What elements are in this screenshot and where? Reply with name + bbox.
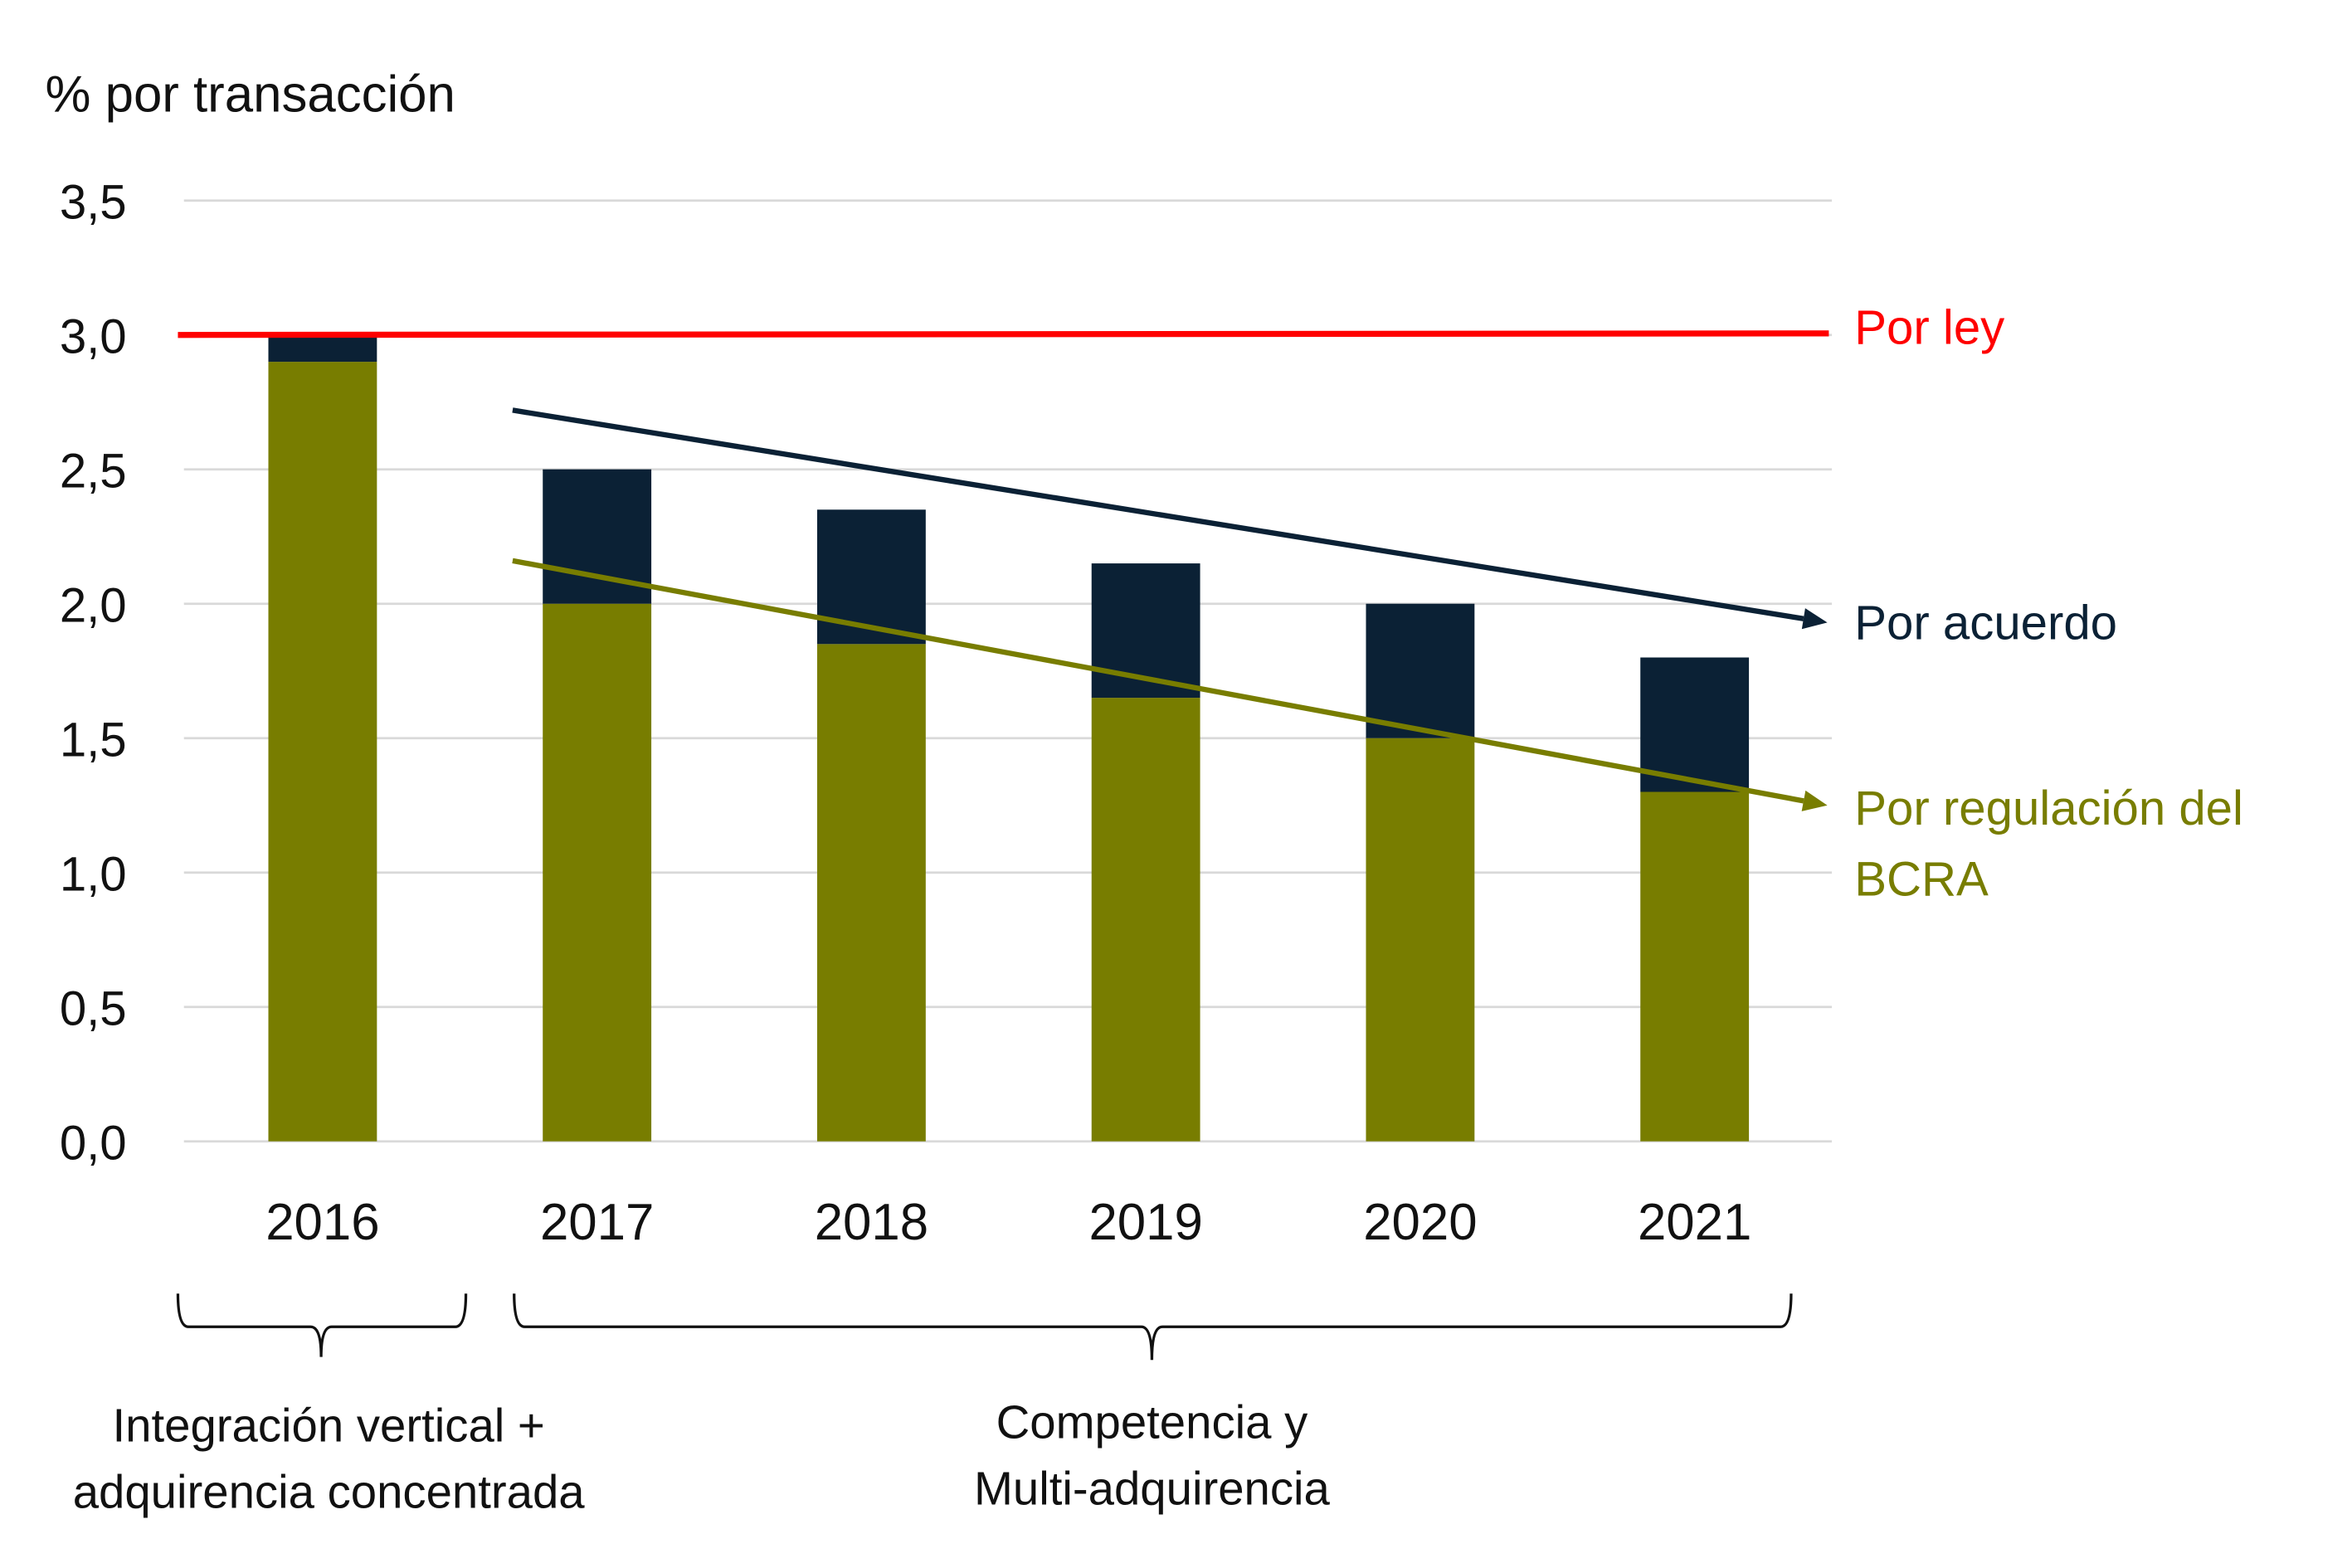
bar-segment-base	[816, 644, 926, 1142]
por-acuerdo-arrowhead	[1801, 608, 1828, 630]
y-tick-label: 3,5	[60, 176, 127, 230]
por-acuerdo-label: Por acuerdo	[1854, 597, 2117, 650]
x-tick-label: 2018	[815, 1194, 928, 1251]
x-tick-label: 2020	[1363, 1194, 1477, 1251]
y-tick-label: 1,5	[60, 713, 127, 767]
por-regulacion-arrowhead	[1801, 790, 1828, 811]
x-tick-label: 2019	[1088, 1194, 1202, 1251]
por-regulacion-arrow	[512, 558, 1804, 804]
por-regulacion-label-2: BCRA	[1854, 852, 1989, 906]
por-ley-label: Por ley	[1854, 300, 2004, 354]
y-tick-label: 2,5	[60, 445, 127, 499]
y-tick-label: 1,0	[60, 848, 127, 902]
group-label-1-line2: adquirencia concentrada	[73, 1465, 586, 1517]
bar-segment-top	[268, 334, 377, 363]
bar-segment-top	[1640, 657, 1750, 792]
y-tick-label: 0,5	[60, 982, 127, 1036]
y-axis-label: % por transacción	[46, 66, 455, 123]
bar-segment-base	[268, 362, 377, 1142]
group-brace-1	[176, 1293, 468, 1357]
bar-segment-top	[816, 509, 926, 645]
y-tick-label: 0,0	[60, 1117, 127, 1171]
por-acuerdo-arrow	[512, 407, 1804, 621]
group-label-2-line2: Multi-adquirencia	[974, 1463, 1331, 1515]
group-label-2-line1: Competencia y	[996, 1396, 1309, 1449]
bar-segment-top	[1091, 563, 1200, 699]
y-tick-label: 3,0	[60, 310, 127, 364]
por-ley-line	[178, 330, 1829, 338]
bar-segment-base	[1640, 791, 1750, 1142]
bar-segment-base	[1091, 698, 1200, 1142]
por-regulacion-label-1: Por regulación del	[1854, 782, 2243, 835]
x-tick-label: 2017	[540, 1194, 654, 1251]
x-tick-label: 2016	[265, 1194, 379, 1251]
y-tick-label: 2,0	[60, 579, 127, 633]
bar-segment-top	[1366, 603, 1475, 738]
group-label-1-line1: Integración vertical +	[113, 1399, 545, 1451]
x-tick-label: 2021	[1638, 1194, 1751, 1251]
bar-segment-base	[1366, 738, 1475, 1142]
bar-segment-base	[543, 603, 652, 1142]
group-brace-2	[513, 1293, 1793, 1361]
